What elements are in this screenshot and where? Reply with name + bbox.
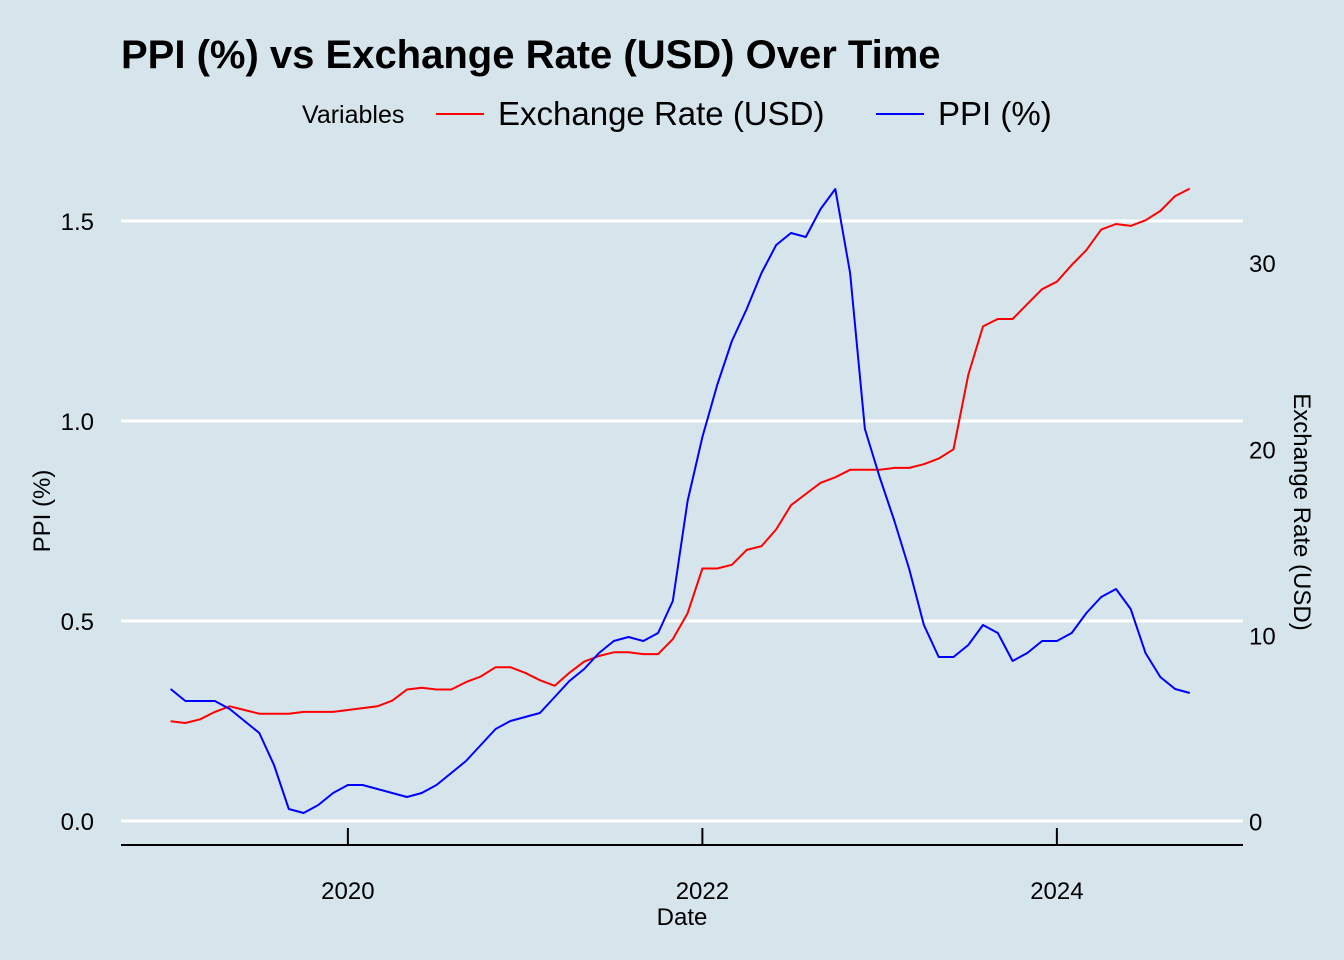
y2-axis-title: Exchange Rate (USD) xyxy=(1288,393,1315,630)
y2-tick-label-3: 30 xyxy=(1249,251,1276,278)
series-line-exchange-rate xyxy=(170,187,1191,724)
y-axis-title: PPI (%) xyxy=(29,470,56,553)
x-tick-label-0: 2020 xyxy=(321,878,374,905)
grid-lines xyxy=(121,219,1243,823)
y2-tick-label-1: 10 xyxy=(1249,624,1276,651)
y-tick-label-3: 1.5 xyxy=(61,209,94,236)
y-tick-label-2: 1.0 xyxy=(61,409,94,436)
y-tick-label-1: 0.5 xyxy=(61,609,94,636)
legend: Variables Exchange Rate (USD) PPI (%) xyxy=(302,95,1052,132)
y2-tick-label-2: 20 xyxy=(1249,437,1276,464)
x-axis-title: Date xyxy=(657,904,708,931)
y-axis-left: 0.0 0.5 1.0 1.5 xyxy=(61,209,94,836)
y2-tick-label-0: 0 xyxy=(1249,810,1262,837)
legend-title: Variables xyxy=(302,101,404,129)
series-line-ppi xyxy=(169,188,1191,814)
y-axis-right: 0 10 20 30 xyxy=(1249,251,1276,837)
legend-label-exchange-rate: Exchange Rate (USD) xyxy=(498,95,824,132)
series-lines xyxy=(169,187,1191,814)
x-tick-label-1: 2022 xyxy=(676,878,729,905)
legend-label-ppi: PPI (%) xyxy=(938,95,1052,132)
chart-title: PPI (%) vs Exchange Rate (USD) Over Time xyxy=(121,33,941,77)
x-axis: 2020 2022 2024 xyxy=(121,828,1243,905)
x-tick-label-2: 2024 xyxy=(1030,878,1083,905)
y-tick-label-0: 0.0 xyxy=(61,809,94,836)
